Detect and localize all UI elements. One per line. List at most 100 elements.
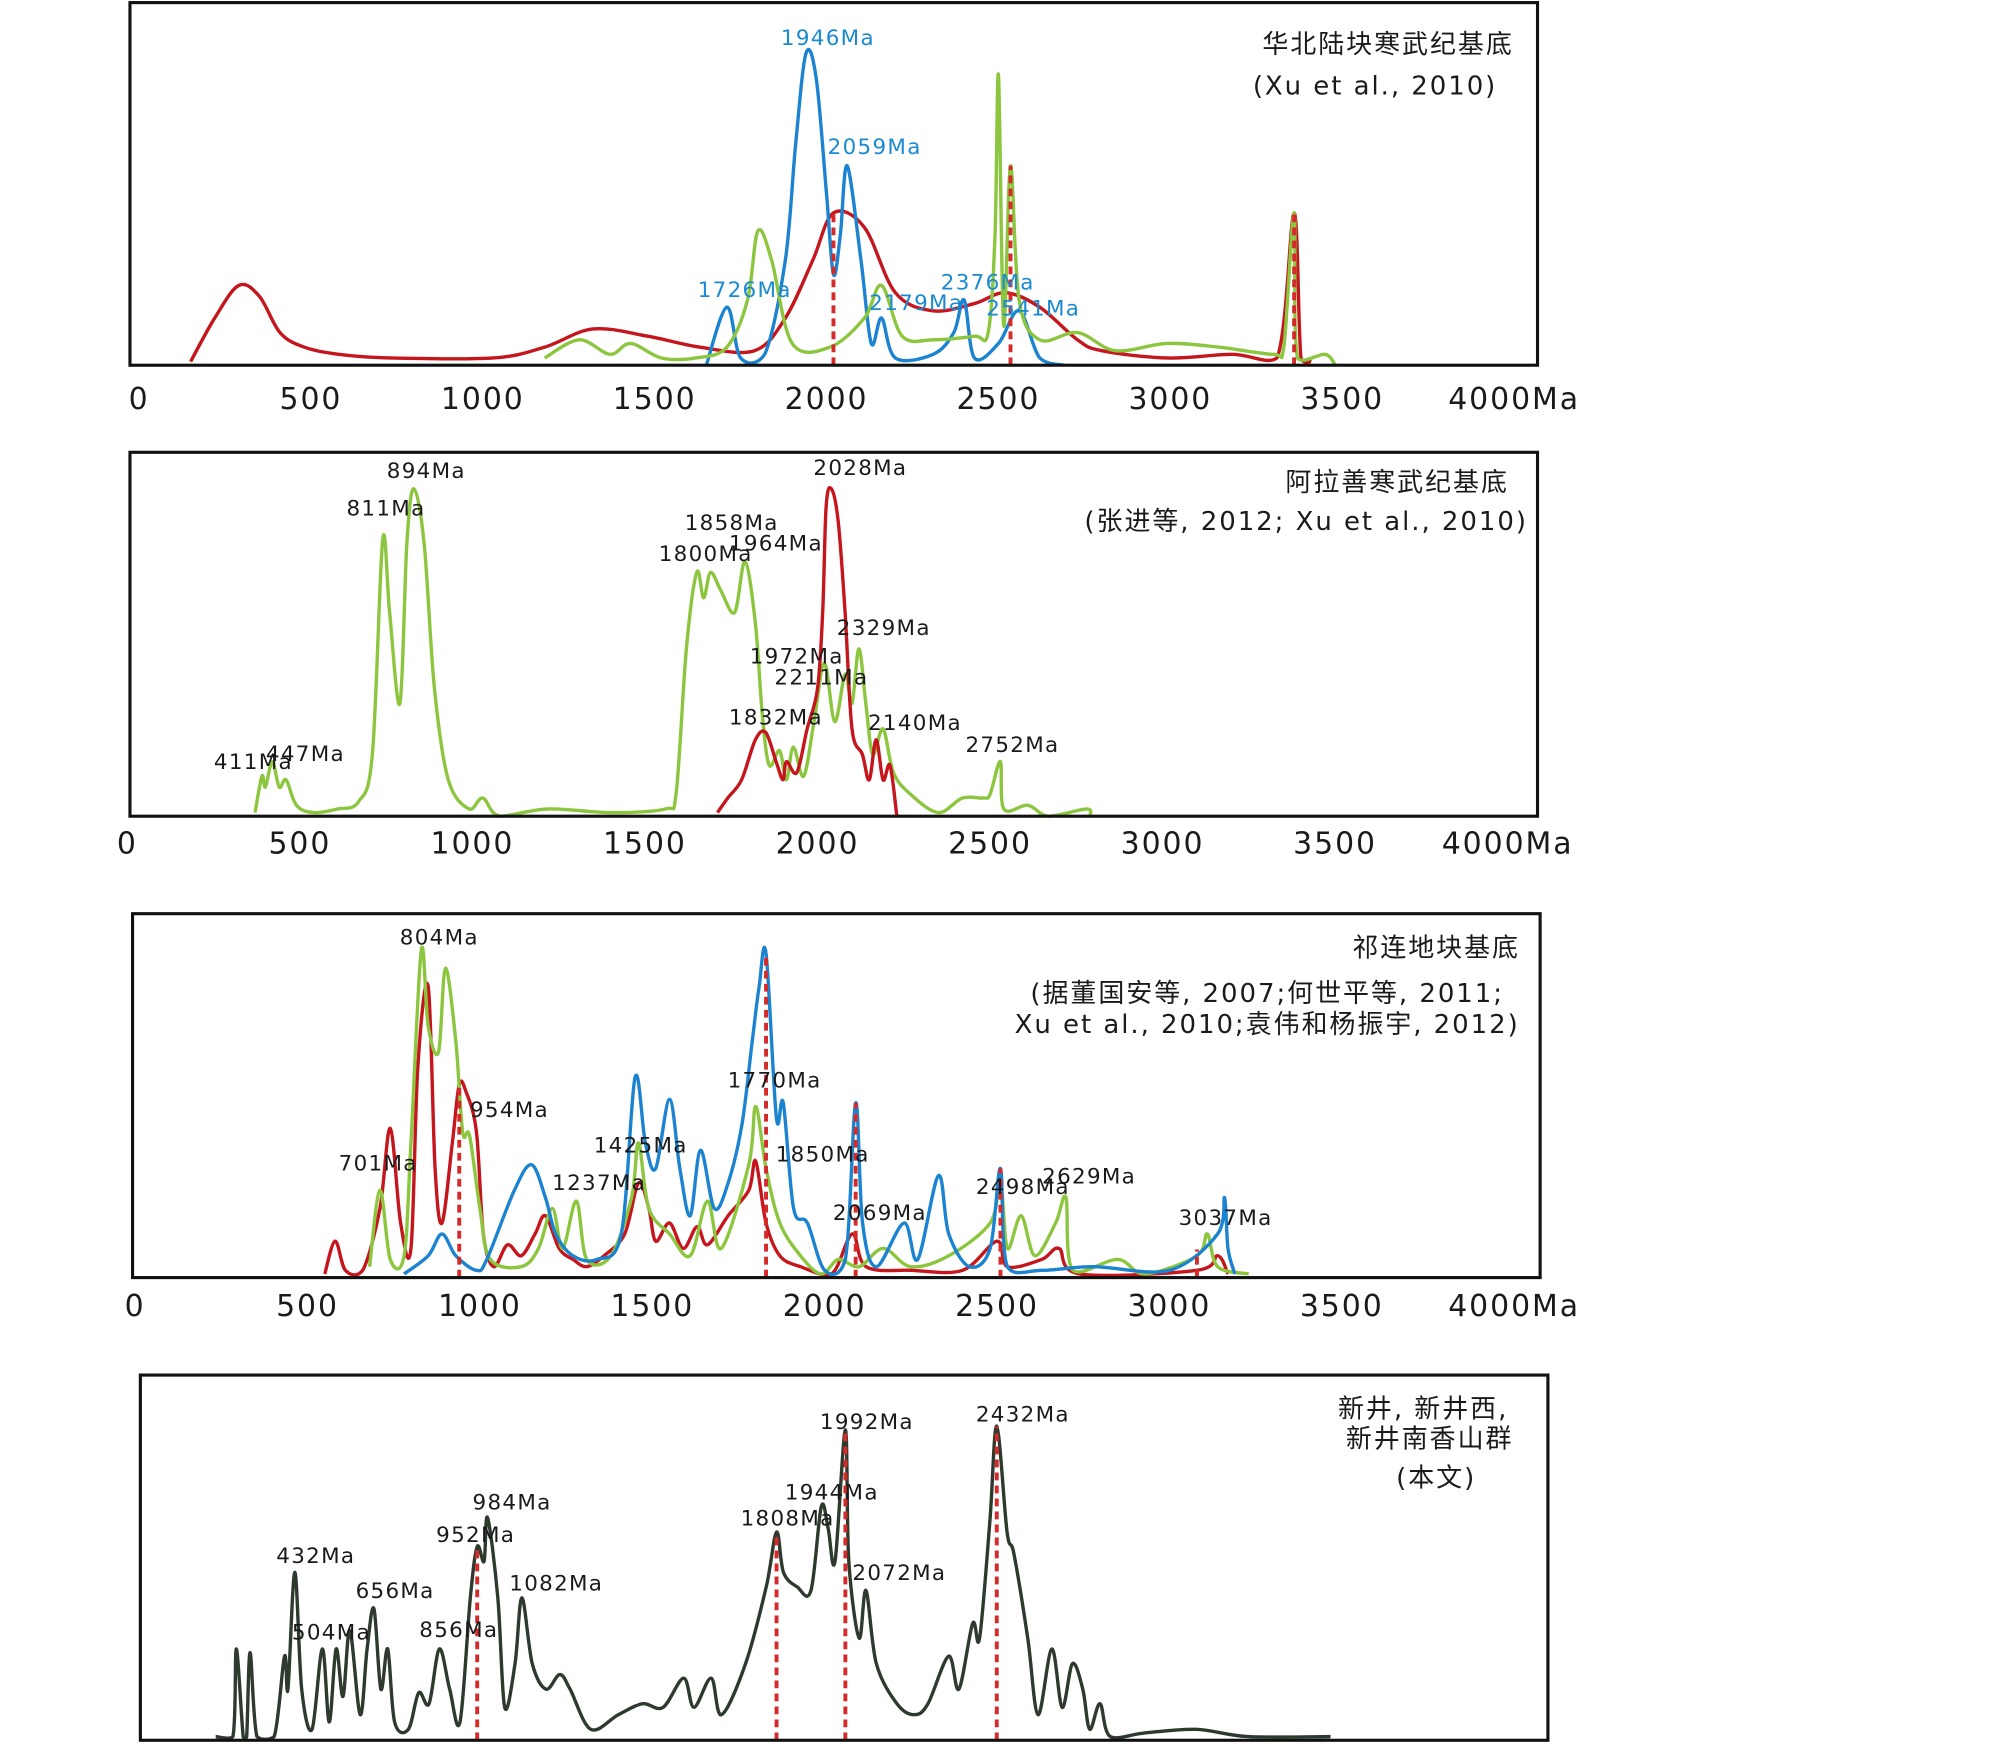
panel-subtitle: (据董国安等, 2007;何世平等, 2011; xyxy=(1030,979,1504,1009)
peak-label: 1237Ma xyxy=(552,1171,646,1196)
panel-subtitle: (Xu et al., 2010) xyxy=(1253,72,1497,102)
peak-label: 984Ma xyxy=(473,1491,552,1516)
plot-frame xyxy=(128,1,1540,367)
x-tick-label: 500 xyxy=(287,1756,350,1759)
x-tick-label: 2000 xyxy=(776,826,860,861)
x-tick-label: 2500 xyxy=(955,1289,1039,1324)
peak-label: 1770Ma xyxy=(728,1068,822,1093)
peak-label: 856Ma xyxy=(419,1618,498,1643)
plot-frame xyxy=(138,1373,1550,1742)
peak-label: 2069Ma xyxy=(833,1201,927,1226)
panel-title: 华北陆块寒武纪基底 xyxy=(1262,30,1513,60)
plot-frame xyxy=(128,450,1540,818)
panel-subtitle: 新井南香山群 xyxy=(1346,1425,1514,1455)
peak-label: 954Ma xyxy=(470,1098,549,1123)
panel-subtitle: (本文) xyxy=(1396,1464,1476,1494)
x-tick-label: 0 xyxy=(125,1289,146,1324)
x-tick-label: 3000 xyxy=(1128,382,1212,417)
peak-label: 2140Ma xyxy=(868,711,962,736)
density-curve xyxy=(367,945,1250,1276)
peak-label: 1964Ma xyxy=(729,532,823,557)
peak-label: 2376Ma xyxy=(941,270,1035,295)
x-tick-label: 4000Ma xyxy=(1448,382,1580,417)
panel-title: 新井, 新井西, xyxy=(1338,1395,1508,1425)
peak-label: 2329Ma xyxy=(837,616,931,641)
x-tick-label: 3000 xyxy=(1127,1289,1211,1324)
peak-label: 2072Ma xyxy=(852,1561,946,1586)
x-tick-label: 500 xyxy=(280,382,343,417)
peak-label: 1946Ma xyxy=(781,26,875,51)
x-tick-label: 2000 xyxy=(783,1289,867,1324)
peak-label: 804Ma xyxy=(400,925,479,950)
panel-title: 祁连地块基底 xyxy=(1352,933,1520,963)
x-tick-label: 4000Ma xyxy=(1457,1756,1589,1759)
peak-label: 1425Ma xyxy=(594,1133,688,1158)
peak-label: 701Ma xyxy=(339,1152,418,1177)
peak-label: 447Ma xyxy=(266,742,345,767)
peak-label: 1832Ma xyxy=(729,706,823,731)
x-tick-label: 1000 xyxy=(441,382,525,417)
x-tick-label: 2500 xyxy=(965,1756,1049,1759)
peak-label: 1944Ma xyxy=(785,1480,879,1505)
x-tick-label: 3500 xyxy=(1300,382,1384,417)
panel-subtitle: (张进等, 2012; Xu et al., 2010) xyxy=(1084,507,1527,537)
peak-label: 1992Ma xyxy=(820,1410,914,1435)
density-curve xyxy=(543,72,1337,367)
x-tick-label: 4000Ma xyxy=(1442,826,1574,861)
x-tick-label: 2500 xyxy=(957,382,1041,417)
peak-label: 2179Ma xyxy=(869,291,963,316)
peak-label: 952Ma xyxy=(436,1523,515,1548)
peak-label: 504Ma xyxy=(292,1621,371,1646)
x-tick-label: 500 xyxy=(276,1289,339,1324)
peak-label: 2629Ma xyxy=(1042,1165,1136,1190)
peak-label: 2432Ma xyxy=(976,1402,1070,1427)
density-curve xyxy=(189,209,1312,364)
density-curve xyxy=(253,486,1093,818)
x-tick-label: 3000 xyxy=(1121,826,1205,861)
peak-label: 2211Ma xyxy=(774,665,868,690)
x-tick-label: 1500 xyxy=(603,826,687,861)
x-tick-label: 500 xyxy=(268,826,331,861)
x-tick-label: 3000 xyxy=(1137,1756,1221,1759)
peak-label: 411Ma xyxy=(214,750,293,775)
peak-label: 1808Ma xyxy=(741,1506,835,1531)
x-tick-label: 3500 xyxy=(1309,1756,1393,1759)
peak-label: 1972Ma xyxy=(750,645,844,670)
panel-subtitle: Xu et al., 2010;袁伟和杨振宇, 2012) xyxy=(1015,1010,1520,1040)
x-tick-label: 1500 xyxy=(613,382,697,417)
peak-label: 2498Ma xyxy=(976,1175,1070,1200)
peak-label: 1800Ma xyxy=(659,542,753,567)
peak-label: 2028Ma xyxy=(813,456,907,481)
x-tick-label: 2500 xyxy=(948,826,1032,861)
peak-label: 656Ma xyxy=(356,1579,435,1604)
x-tick-label: 1500 xyxy=(610,1289,694,1324)
peak-label: 3037Ma xyxy=(1179,1206,1273,1231)
peak-label: 1726Ma xyxy=(698,278,792,303)
x-tick-label: 0 xyxy=(117,826,138,861)
x-tick-label: 2000 xyxy=(785,382,869,417)
density-curve xyxy=(403,945,1237,1276)
peak-label: 1850Ma xyxy=(776,1142,870,1167)
x-tick-label: 1500 xyxy=(621,1756,705,1759)
density-curve xyxy=(215,1424,1331,1742)
density-curve xyxy=(716,485,899,817)
x-tick-label: 3500 xyxy=(1293,826,1377,861)
x-tick-label: 1000 xyxy=(431,826,515,861)
panel-title: 阿拉善寒武纪基底 xyxy=(1285,468,1508,498)
x-tick-label: 0 xyxy=(136,1756,157,1759)
x-tick-label: 1000 xyxy=(449,1756,533,1759)
peak-label: 894Ma xyxy=(387,459,466,484)
peak-label: 1082Ma xyxy=(509,1571,603,1596)
peak-label: 2541Ma xyxy=(986,296,1080,321)
density-curve xyxy=(704,47,1065,367)
plot-frame xyxy=(131,912,1542,1280)
peak-label: 811Ma xyxy=(346,496,425,521)
x-tick-label: 3500 xyxy=(1300,1289,1384,1324)
peak-label: 1858Ma xyxy=(685,511,779,536)
peak-label: 2059Ma xyxy=(828,135,922,160)
x-tick-label: 0 xyxy=(129,382,150,417)
peak-label: 432Ma xyxy=(276,1544,355,1569)
x-tick-label: 2000 xyxy=(793,1756,877,1759)
